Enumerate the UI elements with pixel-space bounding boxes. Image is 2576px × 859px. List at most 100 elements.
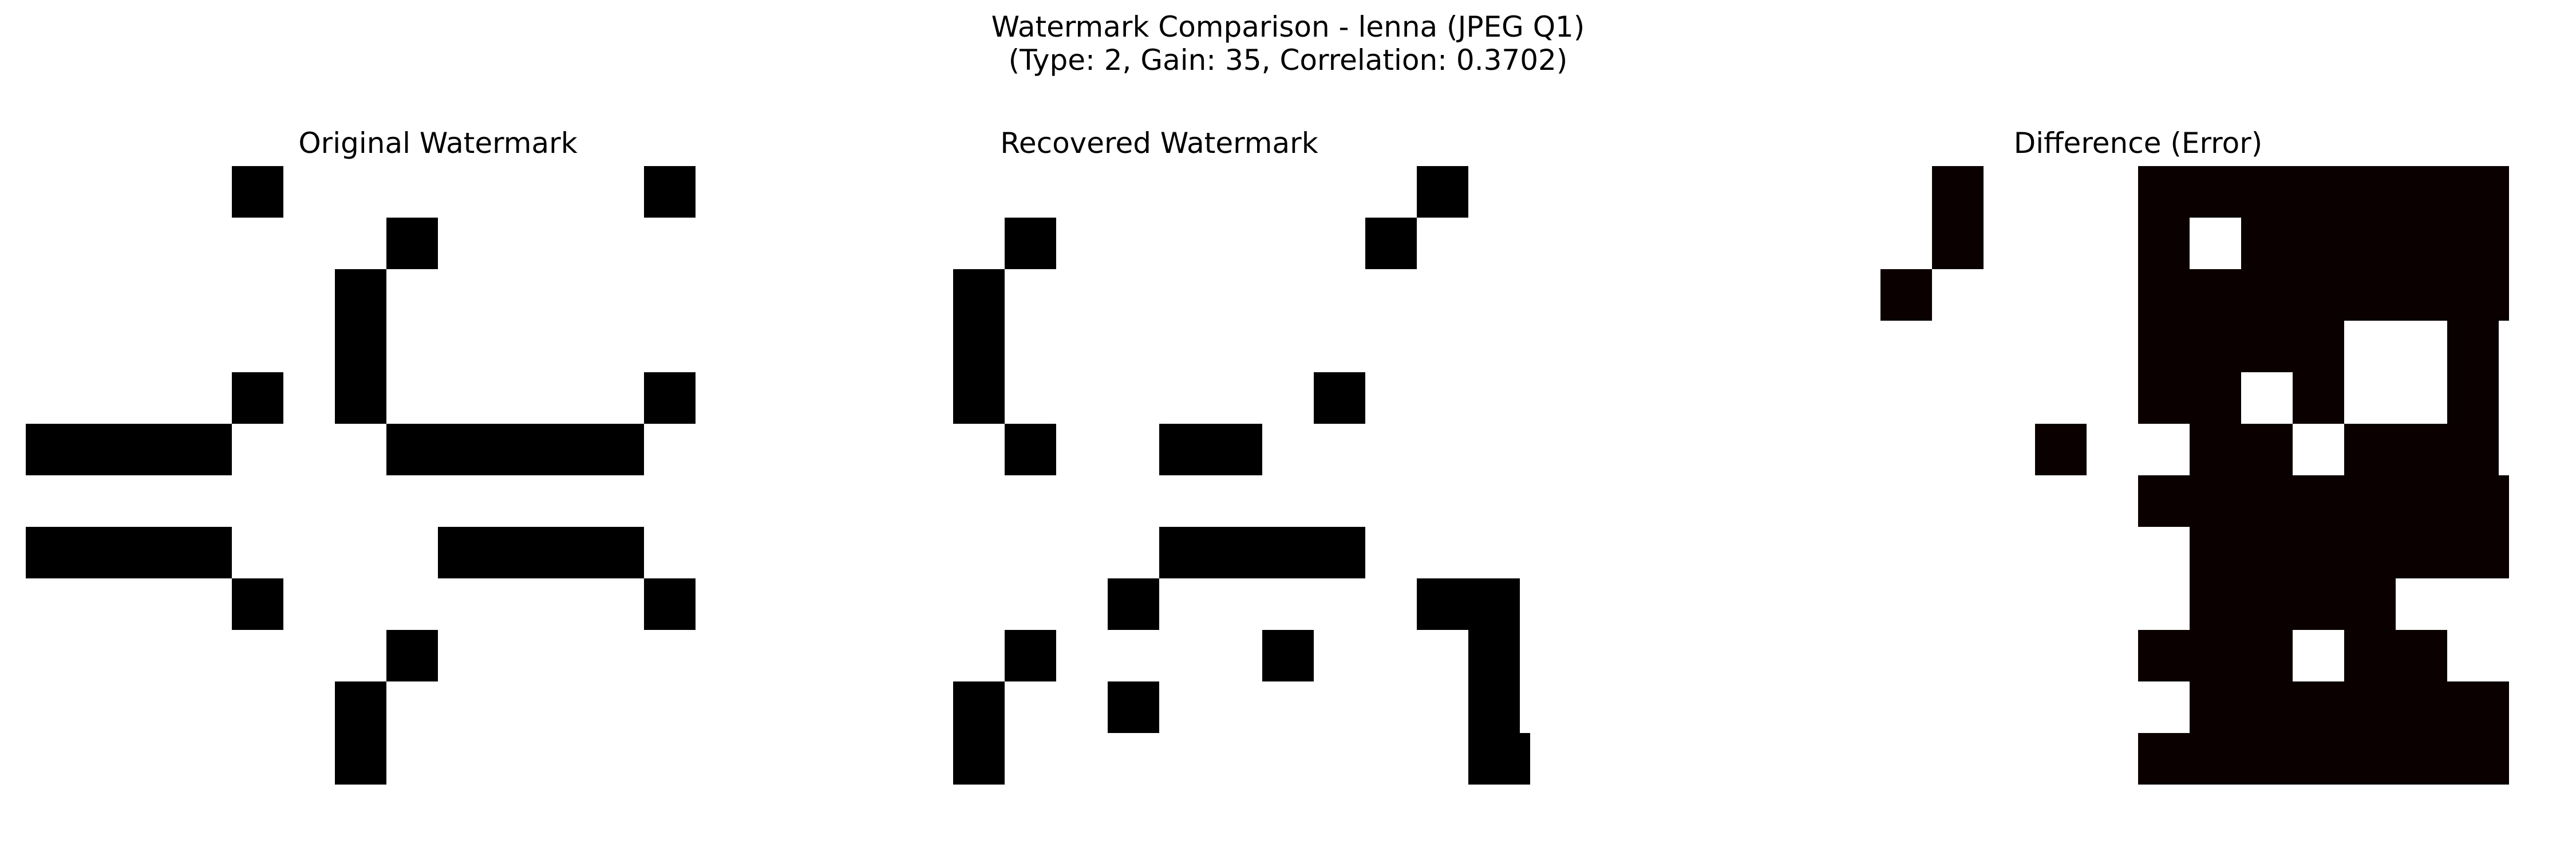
heatmap-cell — [799, 475, 850, 527]
heatmap-cell — [1365, 475, 1417, 527]
heatmap-cell — [386, 269, 438, 321]
heatmap-cell — [799, 321, 850, 372]
heatmap-cell — [2293, 475, 2344, 527]
heatmap-cell — [2087, 630, 2138, 681]
heatmap-cell — [77, 321, 129, 372]
heatmap-cell — [489, 578, 541, 630]
heatmap-cell — [902, 372, 953, 424]
heatmap-cell — [2190, 372, 2241, 424]
heatmap-cell — [1314, 218, 1365, 269]
heatmap-cell — [1365, 424, 1417, 475]
heatmap-cell — [386, 321, 438, 372]
heatmap-cell — [541, 527, 592, 578]
heatmap-cell — [129, 321, 180, 372]
heatmap-cell — [180, 372, 232, 424]
heatmap-cell — [283, 372, 335, 424]
heatmap-cell — [1880, 733, 1932, 785]
heatmap-cell — [1365, 218, 1417, 269]
heatmap-cell — [2499, 218, 2509, 269]
heatmap-cell — [1108, 681, 1159, 733]
heatmap-cell — [180, 527, 232, 578]
heatmap-cell — [2035, 733, 2087, 785]
heatmap-cell — [180, 269, 232, 321]
heatmap-cell — [2344, 630, 2396, 681]
heatmap-cell — [1520, 630, 1530, 681]
heatmap-cell — [26, 578, 77, 630]
heatmap-cell — [696, 681, 747, 733]
heatmap-cell — [232, 166, 283, 218]
heatmap-cell — [2344, 527, 2396, 578]
heatmap-cell — [1365, 372, 1417, 424]
heatmap-cell — [1984, 424, 2035, 475]
heatmap-cell — [1726, 321, 1777, 372]
heatmap-cell — [541, 166, 592, 218]
heatmap-cell — [696, 733, 747, 785]
heatmap-cell — [2241, 218, 2293, 269]
heatmap-cell — [1262, 578, 1314, 630]
heatmap-cell — [696, 321, 747, 372]
heatmap-cell — [1932, 630, 1984, 681]
heatmap-cell — [2447, 269, 2499, 321]
heatmap-cell — [953, 630, 1005, 681]
heatmap-cell — [1159, 681, 1211, 733]
heatmap-cell — [1468, 269, 1520, 321]
heatmap-cell — [1880, 424, 1932, 475]
heatmap-cell — [2087, 218, 2138, 269]
heatmap-cell — [747, 321, 799, 372]
heatmap-cell — [2138, 321, 2190, 372]
heatmap-cell — [902, 578, 953, 630]
heatmap-cell — [1314, 166, 1365, 218]
heatmap-cell — [2447, 527, 2499, 578]
heatmap-cell — [1314, 321, 1365, 372]
heatmap-cell — [592, 372, 644, 424]
heatmap-cell — [1005, 681, 1056, 733]
heatmap-cell — [180, 424, 232, 475]
heatmap-cell — [1932, 166, 1984, 218]
heatmap-cell — [1468, 372, 1520, 424]
heatmap-cell — [1726, 733, 1777, 785]
heatmap-cell — [1726, 475, 1777, 527]
heatmap-cell — [1365, 269, 1417, 321]
heatmap-cell — [799, 630, 850, 681]
heatmap-cell — [1984, 321, 2035, 372]
heatmap-cell — [2190, 733, 2241, 785]
heatmap-cell — [2087, 372, 2138, 424]
heatmap-cell — [1108, 475, 1159, 527]
heatmap-cell — [541, 424, 592, 475]
heatmap-cell — [1880, 166, 1932, 218]
heatmap-cell — [2344, 424, 2396, 475]
heatmap-cell — [386, 733, 438, 785]
heatmap-cell — [2447, 630, 2499, 681]
heatmap-cell — [953, 372, 1005, 424]
heatmap-cell — [2190, 218, 2241, 269]
heatmap-cell — [335, 269, 386, 321]
heatmap-cell — [1365, 578, 1417, 630]
heatmap-cell — [2396, 269, 2447, 321]
heatmap-cell — [1726, 630, 1777, 681]
heatmap-cell — [129, 733, 180, 785]
heatmap-cell — [1159, 166, 1211, 218]
heatmap-cell — [1211, 475, 1262, 527]
heatmap-cell — [438, 630, 489, 681]
heatmap-cell — [129, 527, 180, 578]
heatmap-cell — [2447, 733, 2499, 785]
heatmap-cell — [1726, 527, 1777, 578]
heatmap-cell — [283, 269, 335, 321]
heatmap-cell — [2499, 475, 2509, 527]
heatmap-cell — [2241, 527, 2293, 578]
heatmap-cell — [1520, 218, 1530, 269]
heatmap-cell — [2087, 733, 2138, 785]
heatmap-cell — [2190, 269, 2241, 321]
heatmap-cell — [26, 733, 77, 785]
heatmap-cell — [2447, 321, 2499, 372]
heatmap-cell — [438, 321, 489, 372]
heatmap-cell — [335, 166, 386, 218]
heatmap-cell — [1726, 578, 1777, 630]
heatmap-cell — [1262, 424, 1314, 475]
heatmap-cell — [1159, 578, 1211, 630]
heatmap-cell — [1468, 681, 1520, 733]
heatmap-cell — [1417, 475, 1468, 527]
heatmap-cell — [180, 578, 232, 630]
heatmap-cell — [696, 424, 747, 475]
heatmap-cell — [1984, 630, 2035, 681]
